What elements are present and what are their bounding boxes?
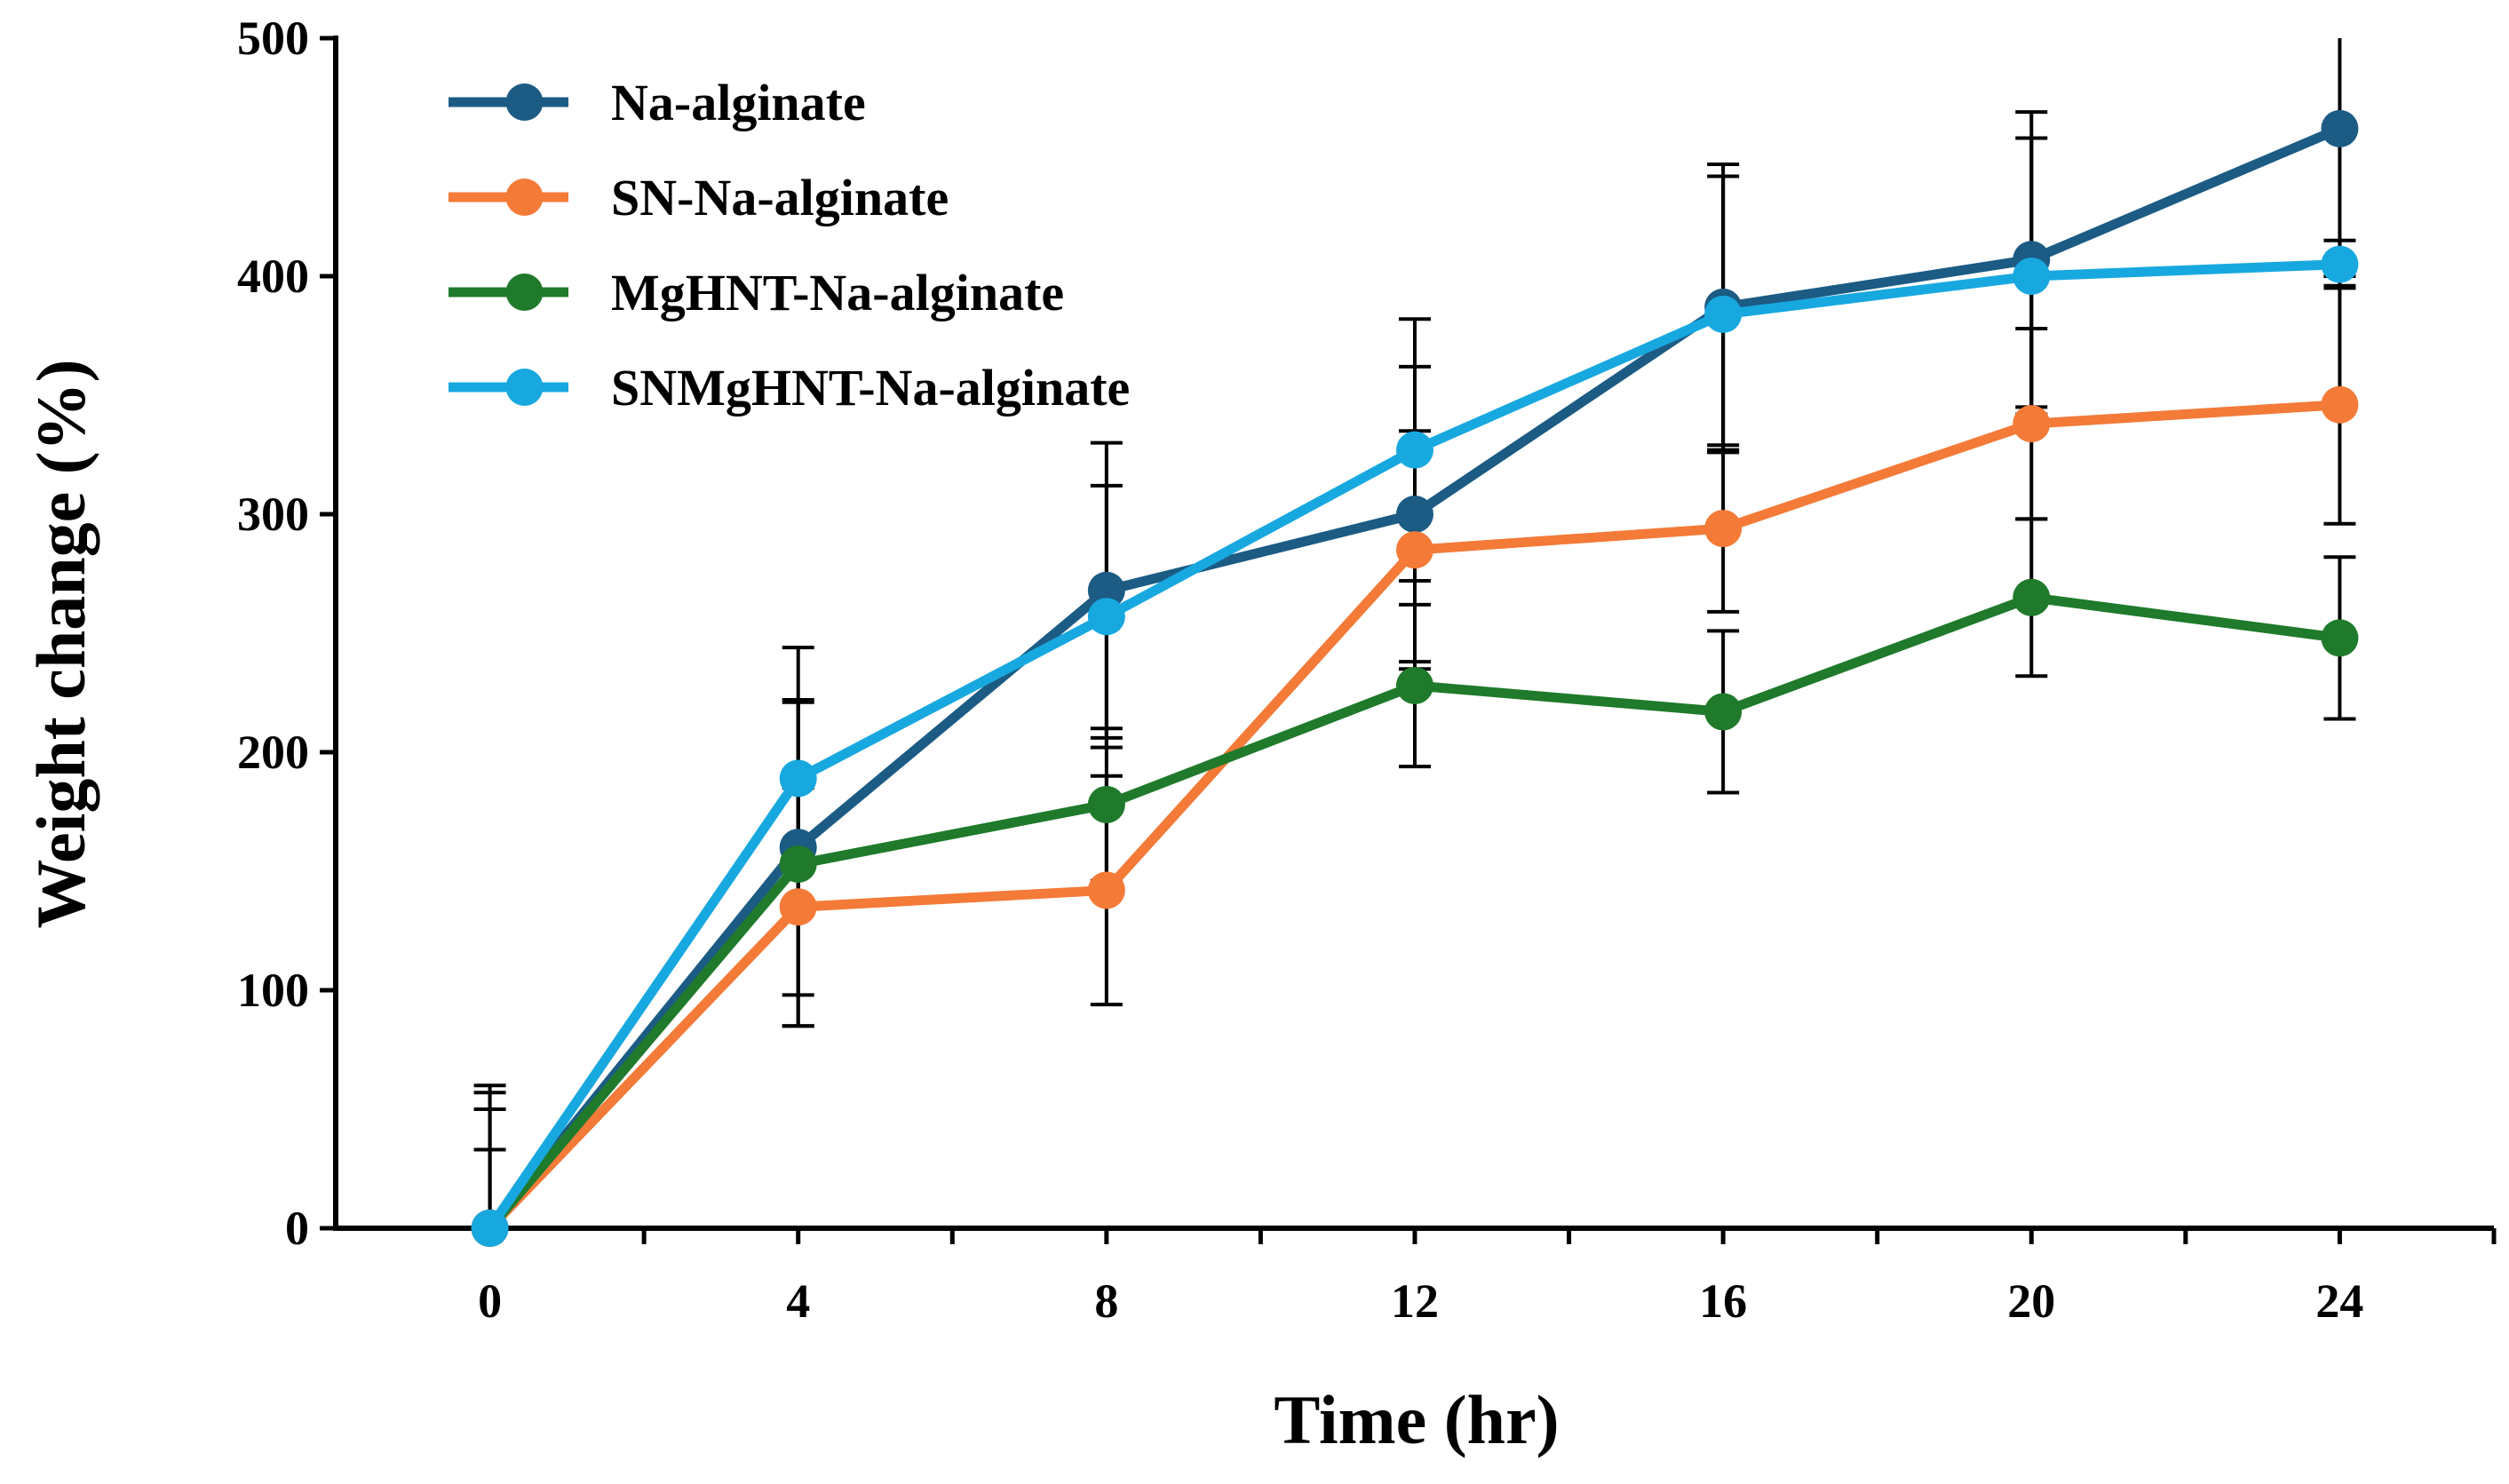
legend-swatch-marker [505,179,544,216]
data-point [1087,571,1125,609]
data-point [2321,619,2359,657]
x-tick-label: 8 [1094,1274,1118,1328]
series-snmghnt-na-alginate [471,245,2359,1247]
data-point [779,759,817,798]
data-point [1704,295,1743,333]
data-point [471,1210,509,1247]
data-point [779,845,817,883]
data-point [1087,785,1125,823]
legend-entry: SN-Na-alginate [449,169,949,226]
data-point [2013,405,2051,443]
legend-label: SN-Na-alginate [611,169,949,226]
error-bar [473,1083,506,1228]
y-tick-label: 300 [237,488,309,541]
x-tick-label: 20 [2007,1274,2055,1328]
data-point [1396,531,1433,569]
data-point [779,888,817,926]
legend-swatch-marker [505,274,544,311]
legend-label: SNMgHNT-Na-alginate [611,359,1130,417]
data-series [471,109,2359,1247]
legend-entry: SNMgHNT-Na-alginate [449,359,1130,417]
data-point [1704,693,1743,731]
data-point [2013,258,2051,295]
legend-entry: MgHNT-Na-alginate [449,264,1064,321]
x-tick-label: 4 [786,1274,810,1328]
y-tick-label: 500 [237,12,309,65]
axis-ticks: 0 100 200 300 400 500 0 4 8 12 16 20 24 [237,12,2497,1328]
y-tick-label: 200 [237,726,309,779]
data-point [1087,598,1125,636]
x-tick-label: 12 [1391,1274,1439,1328]
data-point [1704,510,1743,548]
x-tick-label: 16 [1699,1274,1747,1328]
legend-entry: Na-alginate [449,74,866,131]
legend-swatch-marker [505,83,544,121]
data-point [1087,871,1125,909]
data-point [2013,578,2051,616]
data-point [1396,431,1433,469]
x-tick-label: 0 [478,1274,502,1328]
data-point [2321,385,2359,424]
data-point [1396,496,1433,533]
legend-swatch-marker [505,369,544,406]
legend-label: Na-alginate [611,74,866,131]
legend-label: MgHNT-Na-alginate [611,264,1064,321]
legend: Na-alginate SN-Na-alginate MgHNT-Na-algina… [449,74,1130,417]
y-tick-label: 400 [237,250,309,303]
x-axis-title: Time (hr) [1274,1381,1559,1458]
data-point [2321,109,2359,147]
y-tick-label: 0 [285,1202,309,1255]
y-axis-title: Weight change (%) [22,359,99,928]
x-tick-label: 24 [2315,1274,2363,1328]
data-point [1396,666,1433,704]
data-point [2321,245,2359,283]
series-mghnt-na-alginate [471,578,2359,1247]
y-tick-label: 100 [237,964,309,1017]
